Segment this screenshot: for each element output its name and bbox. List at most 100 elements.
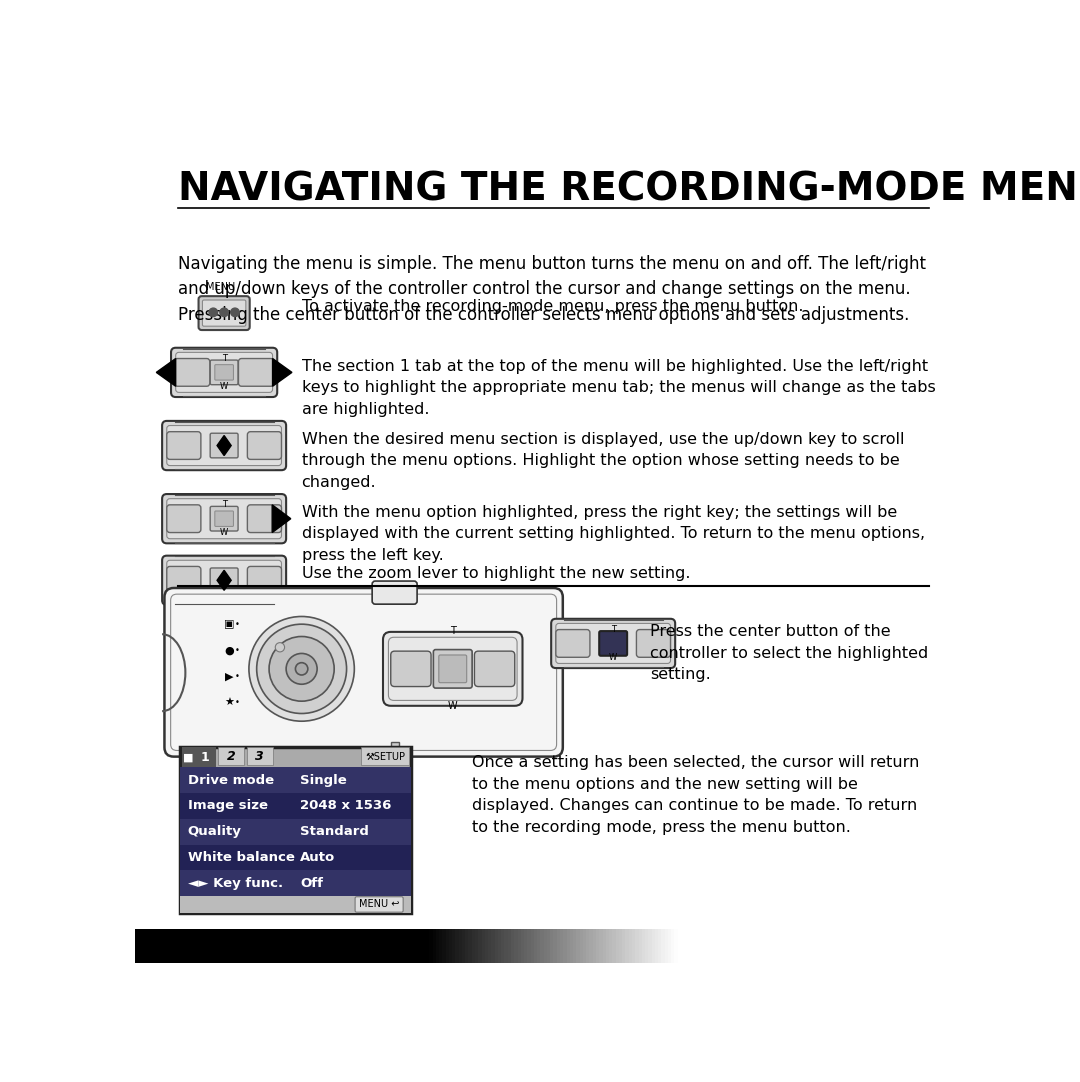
Bar <box>218 748 244 765</box>
Text: T: T <box>221 354 227 362</box>
Circle shape <box>220 308 228 317</box>
Text: With the menu option highlighted, press the right key; the settings will be
disp: With the menu option highlighted, press … <box>301 505 924 563</box>
Text: Press the center button of the
controller to select the highlighted
setting.: Press the center button of the controlle… <box>650 624 929 683</box>
Bar <box>180 845 410 870</box>
Bar <box>246 748 273 765</box>
Text: 3: 3 <box>255 750 265 763</box>
FancyBboxPatch shape <box>551 619 675 668</box>
FancyBboxPatch shape <box>474 651 515 687</box>
FancyBboxPatch shape <box>438 655 467 683</box>
FancyBboxPatch shape <box>556 623 671 663</box>
Text: NAVIGATING THE RECORDING-MODE MENU: NAVIGATING THE RECORDING-MODE MENU <box>177 170 1080 209</box>
Bar <box>180 896 410 913</box>
Text: W: W <box>220 528 228 537</box>
Text: Standard: Standard <box>300 826 369 839</box>
Text: 1: 1 <box>201 751 210 764</box>
Circle shape <box>286 654 318 684</box>
Bar <box>181 748 216 767</box>
Text: ▣: ▣ <box>225 619 234 629</box>
FancyBboxPatch shape <box>166 505 201 532</box>
Circle shape <box>296 662 308 675</box>
FancyBboxPatch shape <box>433 649 472 688</box>
FancyBboxPatch shape <box>215 511 233 526</box>
Circle shape <box>257 624 347 713</box>
Text: R: R <box>193 938 205 953</box>
Text: W: W <box>448 701 458 711</box>
Text: •: • <box>234 672 240 681</box>
Text: •: • <box>234 698 240 708</box>
Text: White balance: White balance <box>188 850 295 863</box>
FancyBboxPatch shape <box>636 630 671 657</box>
Text: W: W <box>609 652 618 662</box>
Text: 2: 2 <box>227 750 235 763</box>
FancyBboxPatch shape <box>556 630 590 657</box>
FancyBboxPatch shape <box>171 347 278 397</box>
Text: Navigating the menu is simple. The menu button turns the menu on and off. The le: Navigating the menu is simple. The menu … <box>177 254 926 324</box>
Bar <box>180 819 410 845</box>
Bar <box>391 742 399 751</box>
Text: •: • <box>234 646 240 655</box>
Text: Off: Off <box>300 876 323 889</box>
Text: When the desired menu section is displayed, use the up/down key to scroll
throug: When the desired menu section is display… <box>301 432 904 490</box>
FancyBboxPatch shape <box>211 433 238 458</box>
Text: ★: ★ <box>225 698 234 708</box>
Text: T: T <box>221 500 227 510</box>
FancyBboxPatch shape <box>174 358 210 386</box>
FancyBboxPatch shape <box>211 568 238 593</box>
FancyBboxPatch shape <box>247 505 282 532</box>
FancyBboxPatch shape <box>166 425 282 465</box>
FancyBboxPatch shape <box>599 631 627 656</box>
Text: Quality: Quality <box>188 826 242 839</box>
FancyBboxPatch shape <box>162 494 286 543</box>
FancyBboxPatch shape <box>373 581 417 604</box>
Text: Single: Single <box>300 774 347 787</box>
FancyBboxPatch shape <box>202 300 246 326</box>
Text: 42: 42 <box>159 938 179 953</box>
FancyBboxPatch shape <box>247 432 282 460</box>
FancyBboxPatch shape <box>162 421 286 471</box>
Text: Use the zoom lever to highlight the new setting.: Use the zoom lever to highlight the new … <box>301 567 690 581</box>
FancyBboxPatch shape <box>215 365 233 380</box>
Text: Drive mode: Drive mode <box>188 774 274 787</box>
Circle shape <box>231 308 240 317</box>
FancyBboxPatch shape <box>247 567 282 594</box>
Text: T: T <box>610 625 616 634</box>
Text: •: • <box>234 620 240 629</box>
FancyBboxPatch shape <box>164 588 563 756</box>
Text: ECORDING - ADVANCED OPERATION: ECORDING - ADVANCED OPERATION <box>200 938 474 953</box>
FancyBboxPatch shape <box>166 499 282 539</box>
FancyBboxPatch shape <box>211 506 238 531</box>
Bar <box>180 767 410 793</box>
Polygon shape <box>272 358 292 386</box>
Text: ⚒SETUP: ⚒SETUP <box>365 752 405 762</box>
Circle shape <box>210 308 217 317</box>
Text: The section 1 tab at the top of the menu will be highlighted. Use the left/right: The section 1 tab at the top of the menu… <box>301 358 935 417</box>
Polygon shape <box>157 358 176 386</box>
Circle shape <box>269 636 334 701</box>
FancyBboxPatch shape <box>383 632 523 705</box>
FancyBboxPatch shape <box>199 296 249 330</box>
Polygon shape <box>217 570 231 591</box>
Text: 2048 x 1536: 2048 x 1536 <box>300 800 391 813</box>
FancyBboxPatch shape <box>211 360 238 385</box>
Text: ●: ● <box>225 645 234 656</box>
Text: Once a setting has been selected, the cursor will return
to the menu options and: Once a setting has been selected, the cu… <box>472 755 919 835</box>
Text: ◄► Key func.: ◄► Key func. <box>188 876 283 889</box>
Bar <box>180 793 410 819</box>
FancyBboxPatch shape <box>166 432 201 460</box>
FancyBboxPatch shape <box>176 353 272 393</box>
FancyBboxPatch shape <box>162 556 286 605</box>
FancyBboxPatch shape <box>166 560 282 601</box>
Text: T: T <box>449 626 456 636</box>
Text: MENU ↩: MENU ↩ <box>359 899 400 910</box>
Bar <box>135 929 972 963</box>
FancyBboxPatch shape <box>355 897 403 912</box>
Bar <box>180 748 410 913</box>
Text: Auto: Auto <box>300 850 335 863</box>
Bar <box>180 870 410 896</box>
Circle shape <box>248 617 354 722</box>
Polygon shape <box>272 505 291 532</box>
FancyBboxPatch shape <box>239 358 274 386</box>
Text: To activate the recording-mode menu, press the menu button.: To activate the recording-mode menu, pre… <box>301 300 804 314</box>
Text: MENU: MENU <box>205 281 234 291</box>
